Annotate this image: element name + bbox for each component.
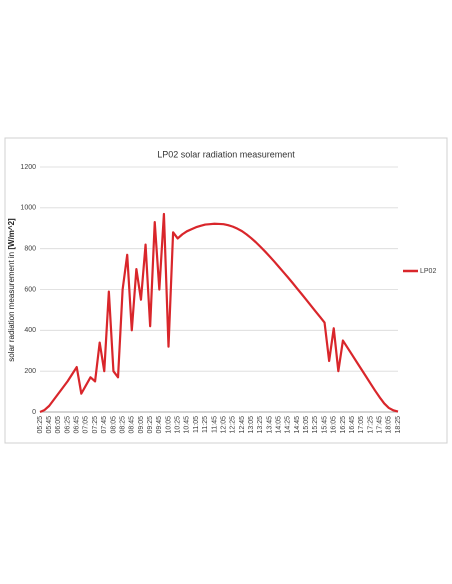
x-tick-label: 18:25 [395, 416, 402, 434]
x-tick-label: 15:05 [303, 416, 310, 434]
x-tick-label: 06:05 [55, 416, 62, 434]
x-tick-label: 10:45 [184, 416, 191, 434]
x-tick-label: 09:05 [138, 416, 145, 434]
y-label-text: solar radiation measurement in [7, 252, 16, 362]
x-tick-label: 05:45 [46, 416, 53, 434]
y-tick-label: 1000 [20, 205, 36, 212]
x-tick-label: 14:05 [276, 416, 283, 434]
x-tick-label: 05:25 [37, 416, 44, 434]
x-tick-label: 09:25 [147, 416, 154, 434]
x-tick-label: 08:25 [119, 416, 126, 434]
x-tick-label: 06:45 [74, 416, 81, 434]
y-tick-label: 0 [32, 409, 36, 416]
x-tick-label: 16:25 [340, 416, 347, 434]
x-tick-label: 12:45 [239, 416, 246, 434]
y-tick-label: 800 [24, 246, 36, 253]
x-tick-label: 17:25 [367, 416, 374, 434]
x-tick-label: 14:25 [285, 416, 292, 434]
x-tick-label: 07:45 [101, 416, 108, 434]
x-tick-label: 11:25 [202, 416, 209, 433]
x-tick-label: 13:45 [266, 416, 273, 434]
x-tick-label: 12:05 [220, 416, 227, 434]
x-tick-label: 15:25 [312, 416, 319, 434]
chart-title: LP02 solar radiation measurement [157, 149, 295, 159]
x-tick-label: 09:45 [156, 416, 163, 434]
x-tick-label: 13:25 [257, 416, 264, 434]
x-tick-label: 08:45 [129, 416, 136, 434]
y-tick-label: 200 [24, 368, 36, 375]
chart-frame [4, 137, 448, 444]
data-line [39, 212, 399, 414]
x-tick-label: 17:05 [358, 416, 365, 434]
y-tick-label: 1200 [20, 164, 36, 171]
x-tick-label: 11:05 [193, 416, 200, 433]
y-tick-label: 600 [24, 286, 36, 293]
y-tick-label: 400 [24, 327, 36, 334]
x-tick-label: 14:45 [294, 416, 301, 434]
y-axis-label: solar radiation measurement in [W/m^2] [7, 218, 16, 362]
x-tick-label: 17:45 [376, 416, 383, 434]
x-tick-label: 16:05 [331, 416, 338, 434]
x-tick-label: 12:25 [230, 416, 237, 434]
x-tick-label: 16:45 [349, 416, 356, 434]
x-tick-label: 15:45 [321, 416, 328, 434]
x-tick-label: 07:25 [92, 416, 99, 434]
x-tick-label: 08:05 [110, 416, 117, 434]
x-tick-label: 07:05 [83, 416, 90, 434]
y-label-unit: [W/m^2] [7, 218, 16, 250]
x-tick-label: 10:25 [175, 416, 182, 434]
legend-label: LP02 [420, 268, 436, 275]
x-tick-label: 11:45 [211, 416, 218, 433]
x-tick-label: 06:25 [64, 416, 71, 434]
x-tick-label: 10:05 [165, 416, 172, 434]
x-tick-label: 18:05 [386, 416, 393, 434]
x-tick-label: 13:05 [248, 416, 255, 434]
